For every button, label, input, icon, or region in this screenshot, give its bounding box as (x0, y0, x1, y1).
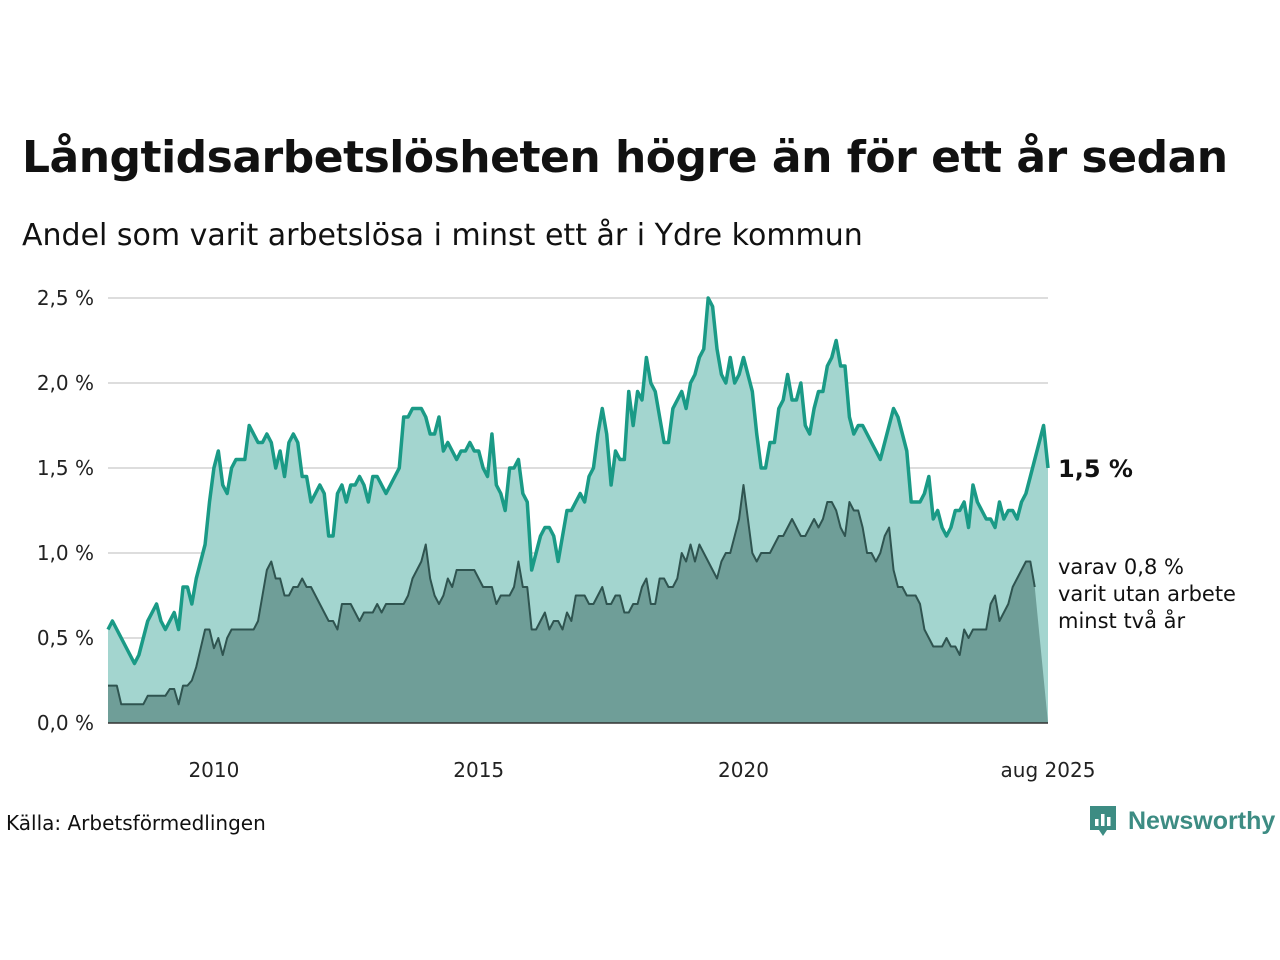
annotation-line-1: varav 0,8 % (1058, 555, 1184, 579)
y-tick-label: 0,0 % (37, 711, 94, 735)
y-tick-label: 0,5 % (37, 626, 94, 650)
area-chart: 0,0 %0,5 %1,0 %1,5 %2,0 %2,5 % 2010 2015 2… (37, 286, 1236, 782)
y-tick-label: 2,5 % (37, 286, 94, 310)
x-tick-label: 2010 (188, 758, 239, 782)
x-tick-label: 2020 (718, 758, 769, 782)
x-tick-label: 2015 (453, 758, 504, 782)
y-tick-label: 1,5 % (37, 456, 94, 480)
area-two-years (108, 485, 1048, 723)
source-note: Källa: Arbetsförmedlingen (6, 811, 266, 835)
annotation-line-2: varit utan arbete (1058, 582, 1236, 606)
brand-logo: Newsworthy (1088, 804, 1275, 838)
chart-areas (106, 296, 1050, 724)
y-tick-label: 1,0 % (37, 541, 94, 565)
chart-subtitle: Andel som varit arbetslösa i minst ett å… (22, 218, 863, 253)
line-long-term (106, 296, 1050, 666)
end-value-label: 1,5 % (1058, 455, 1133, 483)
y-axis-ticks: 0,0 % 0,5 % 1,0 % 1,5 % 2,0 % 2,5 % (37, 286, 94, 735)
y-tick-label: 2,0 % (37, 371, 94, 395)
x-tick-label: aug 2025 (1001, 758, 1096, 782)
brand-name: Newsworthy (1128, 806, 1276, 835)
annotation-line-3: minst två år (1058, 608, 1186, 633)
chart-title: Långtidsarbetslösheten högre än för ett … (22, 132, 1228, 183)
x-axis-ticks: 2010 2015 2020 aug 2025 (188, 758, 1095, 782)
line-two-years (108, 484, 1036, 706)
newsworthy-logo-icon (1090, 806, 1116, 836)
